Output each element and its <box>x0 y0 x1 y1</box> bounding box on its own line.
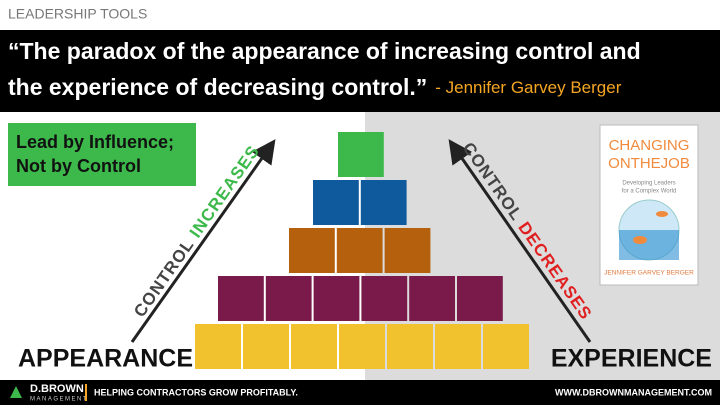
pyramid-block <box>339 324 385 369</box>
appearance-label: APPEARANCE <box>18 345 193 373</box>
pyramid-block <box>289 228 335 273</box>
footer-brand-sub: MANAGEMENT <box>30 397 88 403</box>
pyramid-block <box>384 228 431 273</box>
pyramid-block <box>387 324 433 369</box>
arrow <box>448 139 592 343</box>
pyramid-block <box>313 180 359 225</box>
footer-brand: D.BROWN <box>30 383 84 395</box>
book-subtitle: Developing Leaders <box>622 181 675 187</box>
book-cover: CHANGING ONTHEJOB Developing Leaders for… <box>599 124 699 286</box>
book-author: JENNIFER GARVEY BERGER <box>604 270 694 277</box>
pyramid-block <box>338 132 384 177</box>
pyramid-block <box>291 324 337 369</box>
section-title: LEADERSHIP TOOLS <box>8 6 147 22</box>
fish <box>633 236 647 244</box>
fish <box>656 211 668 217</box>
footer-url: WWW.DBROWNMANAGEMENT.COM <box>555 387 712 397</box>
water <box>619 230 679 260</box>
pyramid-block <box>218 276 264 321</box>
quote-line: the experience of decreasing control.” - … <box>8 74 622 100</box>
pyramid-block <box>435 324 481 369</box>
pyramid-block <box>483 324 529 369</box>
book-title: CHANGING <box>609 137 690 154</box>
callout-box <box>8 123 196 186</box>
book-title: ONTHEJOB <box>608 155 690 172</box>
footer-tagline: HELPING CONTRACTORS GROW PROFITABLY. <box>94 387 298 397</box>
footer <box>0 380 720 405</box>
pyramid-block <box>243 324 289 369</box>
pyramid-block <box>195 324 241 369</box>
pyramid-block <box>336 228 383 273</box>
quote-band <box>0 30 720 112</box>
book-subtitle: for a Complex World <box>622 189 677 195</box>
pyramid-block <box>457 276 503 321</box>
pyramid-block <box>409 276 455 321</box>
pyramid-block <box>265 276 312 321</box>
callout-text: Not by Control <box>16 156 141 176</box>
arrow <box>130 139 276 343</box>
quote-line: “The paradox of the appearance of increa… <box>8 38 641 64</box>
quote-text: the experience of decreasing control.” <box>8 74 427 100</box>
experience-label: EXPERIENCE <box>551 345 712 373</box>
pyramid-block <box>313 276 360 321</box>
quote-author: - Jennifer Garvey Berger <box>435 78 621 97</box>
pyramid-block <box>360 180 407 225</box>
callout-text: Lead by Influence; <box>16 132 174 152</box>
pyramid-block <box>361 276 408 321</box>
pyramid <box>195 132 529 369</box>
logo <box>10 386 22 398</box>
